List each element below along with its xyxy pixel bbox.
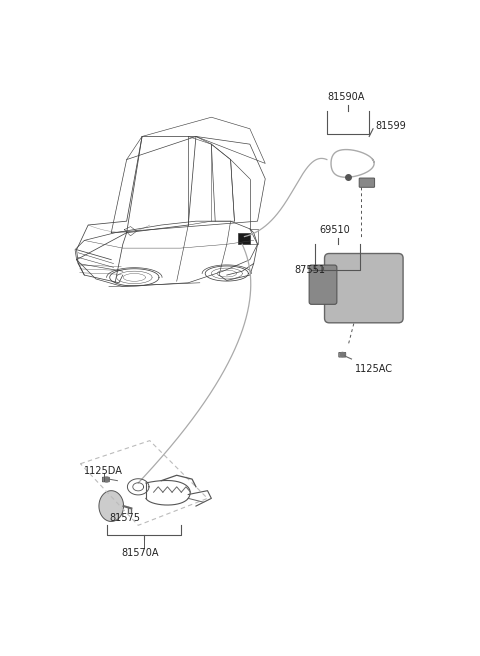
Text: 81570A: 81570A <box>121 548 159 558</box>
FancyBboxPatch shape <box>339 352 346 357</box>
Text: 81575: 81575 <box>110 513 141 523</box>
Polygon shape <box>238 233 250 244</box>
Text: 81590A: 81590A <box>328 92 365 102</box>
Text: 81599: 81599 <box>375 121 406 131</box>
Polygon shape <box>99 491 123 522</box>
Text: 69510: 69510 <box>319 225 350 235</box>
FancyBboxPatch shape <box>324 253 403 323</box>
FancyBboxPatch shape <box>359 178 374 188</box>
Text: 1125DA: 1125DA <box>84 466 123 476</box>
FancyBboxPatch shape <box>309 265 337 304</box>
Text: 1125AC: 1125AC <box>355 363 393 374</box>
FancyBboxPatch shape <box>102 477 109 482</box>
Text: 87551: 87551 <box>295 264 325 275</box>
